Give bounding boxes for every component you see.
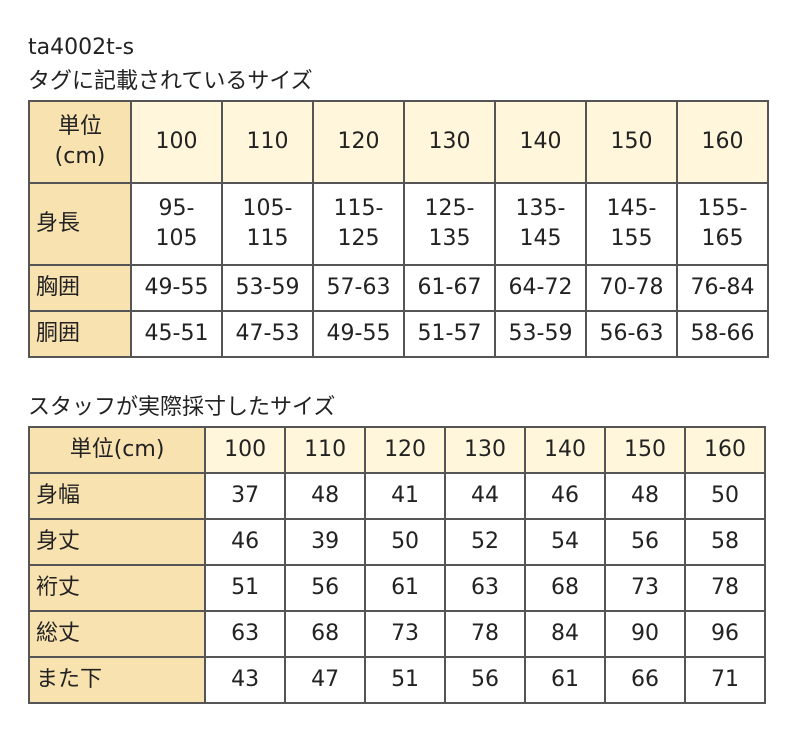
size-header-cell: 120 — [364, 426, 447, 474]
unit-header-cell: 単位 (cm) — [28, 100, 132, 184]
table-cell: 145- 155 — [585, 182, 678, 266]
table-cell: 64-72 — [494, 264, 587, 312]
table-cell: 58-66 — [676, 310, 769, 358]
table-cell: 78 — [683, 564, 767, 612]
table-cell: 52 — [444, 518, 527, 566]
row-label-inseam: また下 — [27, 656, 207, 704]
table-row: 胸囲 49-55 53-59 57-63 61-67 64-72 70-78 7… — [28, 264, 769, 312]
size-header-cell: 110 — [284, 426, 367, 474]
row-label-sleeve-length: 裄丈 — [27, 564, 207, 612]
table-row: 身丈 46 39 50 52 54 56 58 — [27, 518, 767, 566]
tag-size-table: 単位 (cm) 100 110 120 130 140 150 160 身長 9… — [28, 100, 769, 358]
size-header-cell: 140 — [494, 100, 587, 184]
table-cell: 54 — [524, 518, 606, 566]
table-cell: 51-57 — [403, 310, 496, 358]
measured-size-table: 単位(cm) 100 110 120 130 140 150 160 身幅 37… — [27, 426, 767, 704]
table-cell: 50 — [683, 472, 767, 520]
table-cell: 90 — [603, 610, 686, 658]
row-label-body-length: 身丈 — [27, 518, 207, 566]
table-cell: 155- 165 — [676, 182, 769, 266]
measured-size-section-title: スタッフが実際採寸したサイズ — [28, 395, 336, 420]
table-row: また下 43 47 51 56 61 66 71 — [27, 656, 767, 704]
table-cell: 45-51 — [130, 310, 223, 358]
table-cell: 135- 145 — [494, 182, 587, 266]
size-header-cell: 100 — [204, 426, 287, 474]
unit-cm-label: (cm) — [54, 144, 106, 169]
table-cell: 61 — [524, 656, 606, 704]
table-cell: 125- 135 — [403, 182, 496, 266]
size-header-cell: 160 — [683, 426, 767, 474]
size-header-cell: 150 — [585, 100, 678, 184]
table-cell: 84 — [524, 610, 606, 658]
row-label-total-length: 総丈 — [27, 610, 207, 658]
size-header-cell: 140 — [524, 426, 606, 474]
table-cell: 44 — [444, 472, 527, 520]
table-cell: 58 — [683, 518, 767, 566]
table-cell: 57-63 — [312, 264, 405, 312]
table-row: 胴囲 45-51 47-53 49-55 51-57 53-59 56-63 5… — [28, 310, 769, 358]
table-cell: 61 — [364, 564, 447, 612]
table-cell: 115- 125 — [312, 182, 405, 266]
table-cell: 68 — [284, 610, 367, 658]
row-label-height: 身長 — [28, 182, 132, 266]
table-cell: 56 — [284, 564, 367, 612]
size-header-cell: 150 — [603, 426, 686, 474]
tag-size-section-title: タグに記載されているサイズ — [28, 69, 313, 94]
table-row: 裄丈 51 56 61 63 68 73 78 — [27, 564, 767, 612]
table-cell: 56-63 — [585, 310, 678, 358]
table-cell: 49-55 — [130, 264, 223, 312]
table-cell: 48 — [603, 472, 686, 520]
table-row: 身幅 37 48 41 44 46 48 50 — [27, 472, 767, 520]
size-header-cell: 160 — [676, 100, 769, 184]
table-cell: 46 — [204, 518, 287, 566]
table-header-row: 単位(cm) 100 110 120 130 140 150 160 — [27, 426, 767, 474]
table-cell: 61-67 — [403, 264, 496, 312]
table-cell: 37 — [204, 472, 287, 520]
table-cell: 47 — [284, 656, 367, 704]
size-header-cell: 130 — [403, 100, 496, 184]
table-cell: 48 — [284, 472, 367, 520]
row-label-body-width: 身幅 — [27, 472, 207, 520]
table-cell: 53-59 — [221, 264, 314, 312]
table-cell: 56 — [603, 518, 686, 566]
table-cell: 63 — [444, 564, 527, 612]
table-cell: 50 — [364, 518, 447, 566]
table-header-row: 単位 (cm) 100 110 120 130 140 150 160 — [28, 100, 769, 184]
size-header-cell: 100 — [130, 100, 223, 184]
size-header-cell: 110 — [221, 100, 314, 184]
table-cell: 73 — [603, 564, 686, 612]
table-cell: 46 — [524, 472, 606, 520]
table-cell: 70-78 — [585, 264, 678, 312]
table-cell: 41 — [364, 472, 447, 520]
size-header-cell: 120 — [312, 100, 405, 184]
product-code: ta4002t-s — [28, 35, 135, 60]
table-cell: 66 — [603, 656, 686, 704]
table-row: 総丈 63 68 73 78 84 90 96 — [27, 610, 767, 658]
table-cell: 63 — [204, 610, 287, 658]
table-cell: 51 — [364, 656, 447, 704]
table-cell: 68 — [524, 564, 606, 612]
row-label-waist: 胴囲 — [28, 310, 132, 358]
table-cell: 53-59 — [494, 310, 587, 358]
size-header-cell: 130 — [444, 426, 527, 474]
table-cell: 105- 115 — [221, 182, 314, 266]
table-cell: 73 — [364, 610, 447, 658]
table-cell: 76-84 — [676, 264, 769, 312]
table-cell: 43 — [204, 656, 287, 704]
table-cell: 51 — [204, 564, 287, 612]
row-label-chest: 胸囲 — [28, 264, 132, 312]
table-cell: 95- 105 — [130, 182, 223, 266]
table-cell: 49-55 — [312, 310, 405, 358]
table-cell: 96 — [683, 610, 767, 658]
table-row: 身長 95- 105 105- 115 115- 125 125- 135 135- 14… — [28, 182, 769, 266]
table-cell: 47-53 — [221, 310, 314, 358]
unit-header-cell: 単位(cm) — [27, 426, 207, 474]
table-cell: 78 — [444, 610, 527, 658]
table-cell: 56 — [444, 656, 527, 704]
unit-label: 単位 — [57, 114, 102, 139]
table-cell: 71 — [683, 656, 767, 704]
table-cell: 39 — [284, 518, 367, 566]
